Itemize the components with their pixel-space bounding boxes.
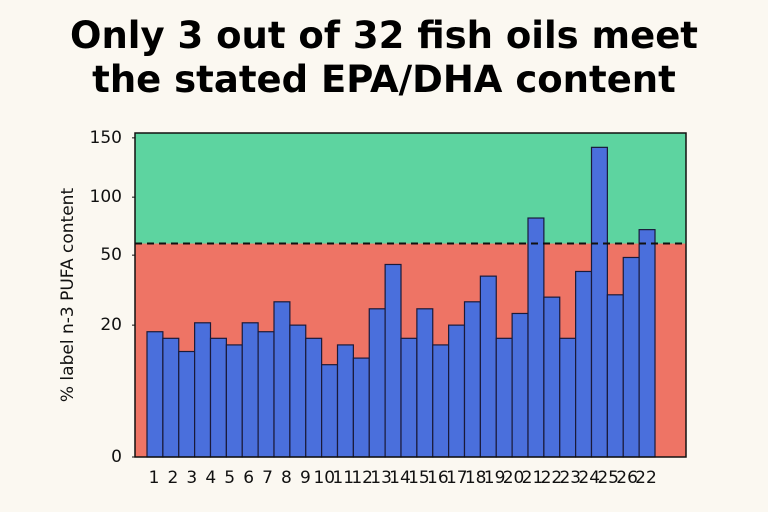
plot-frame [134,132,687,458]
x-tick-label: 11 [332,468,354,488]
bar [479,275,497,458]
bar [289,324,307,458]
x-tick-label: 12 [351,468,373,488]
y-tick-label: 50 [100,245,122,265]
x-tick-label: 10 [313,468,335,488]
bar [162,337,180,458]
x-tick-label: 7 [262,468,273,488]
x-tick-label: 26 [616,468,638,488]
x-tick-label: 2 [168,468,179,488]
bar [527,217,545,458]
x-tick-label: 4 [205,468,216,488]
chart-title: Only 3 out of 32 fish oils meet the stat… [70,14,698,101]
y-tick-label: 0 [111,447,122,467]
y-axis-label: % label n-3 PUFA content [58,188,78,403]
x-tick-label: 14 [389,468,411,488]
bar [321,364,339,458]
bar [559,337,577,458]
bar [209,337,227,458]
x-tick-label: 6 [243,468,254,488]
x-tick-label: 22 [635,468,657,488]
bar [257,331,275,458]
bar [194,322,212,458]
x-tick-label: 3 [186,468,197,488]
x-tick-label: 24 [578,468,600,488]
bar [543,296,561,458]
x-tick-label: 18 [465,468,487,488]
x-tick-label: 9 [300,468,311,488]
bar [575,270,593,458]
bar [336,344,354,458]
bar [590,146,608,458]
y-tick-label: 150 [90,128,122,148]
y-tick-label: 100 [90,187,122,207]
bar [622,256,640,458]
x-tick-label: 8 [281,468,292,488]
x-tick-label: 16 [427,468,449,488]
x-tick-label: 21 [522,468,544,488]
x-tick-label: 1 [149,468,160,488]
bar [384,263,402,458]
x-tick-label: 20 [503,468,525,488]
bar [178,350,196,458]
x-tick-label: 22 [541,468,563,488]
x-tick-label: 15 [408,468,430,488]
x-tick-label: 25 [597,468,619,488]
bar [638,229,656,458]
bar [241,322,259,458]
bar [146,331,164,458]
bar [606,294,624,458]
bar [463,301,481,458]
x-tick-label: 19 [484,468,506,488]
bar [225,344,243,458]
bar [416,308,434,458]
x-tick-label: 17 [446,468,468,488]
bar [511,312,529,458]
bar [400,337,418,458]
bar [273,301,291,458]
bar [368,308,386,458]
x-tick-label: 23 [559,468,581,488]
x-tick-label: 13 [370,468,392,488]
bar [495,337,513,458]
x-tick-label: 5 [224,468,235,488]
bar [305,337,323,458]
bar [448,324,466,458]
bar [352,357,370,458]
y-tick-label: 20 [100,315,122,335]
bar [432,344,450,458]
